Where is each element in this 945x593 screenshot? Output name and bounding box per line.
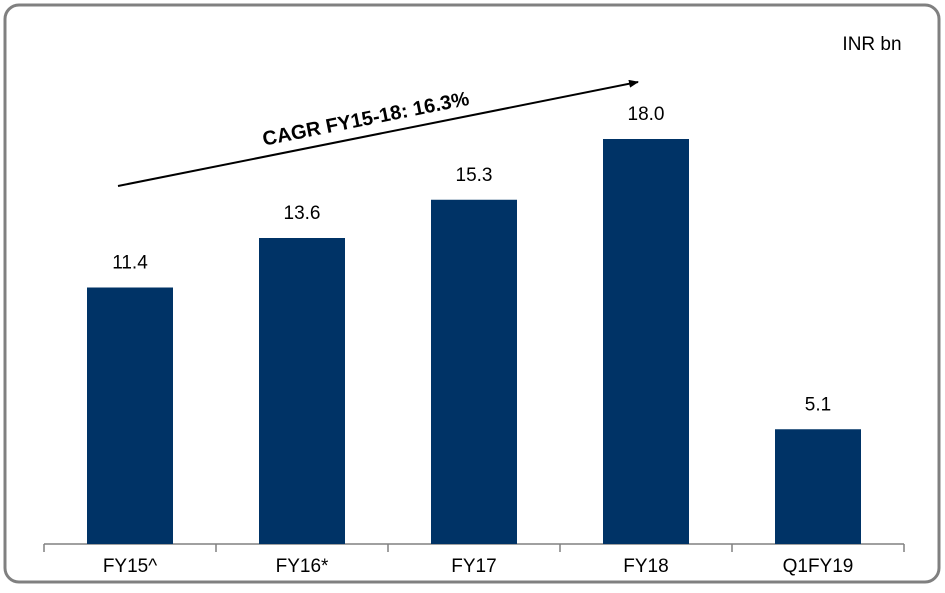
value-label: 18.0: [628, 104, 665, 125]
value-label: 5.1: [805, 394, 831, 415]
unit-label: INR bn: [842, 34, 901, 55]
bar: [87, 287, 173, 544]
bar: [775, 429, 861, 544]
x-tick-label: FY17: [451, 556, 496, 577]
value-label: 13.6: [284, 203, 321, 224]
x-tick-label: Q1FY19: [783, 556, 854, 577]
bar: [259, 238, 345, 544]
bar: [603, 139, 689, 544]
cagr-arrow: [117, 79, 639, 187]
value-label: 15.3: [456, 165, 493, 186]
value-label: 11.4: [112, 253, 148, 274]
bar: [431, 199, 517, 544]
x-tick-label: FY18: [623, 556, 668, 577]
x-tick-label: FY15^: [103, 556, 157, 577]
x-tick-label: FY16*: [276, 556, 329, 577]
